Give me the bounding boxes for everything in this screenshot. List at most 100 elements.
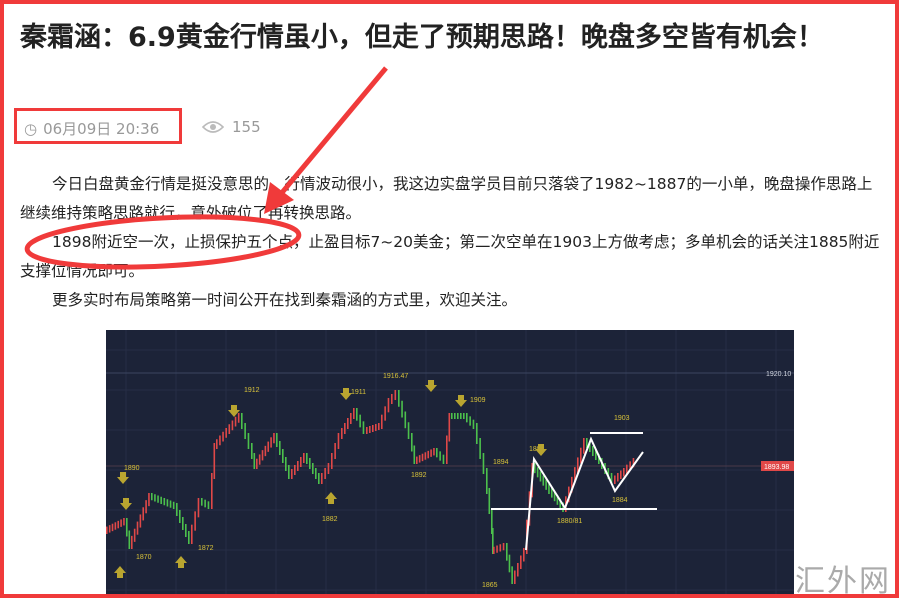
candlestick: [416, 456, 418, 464]
candlestick: [589, 442, 591, 452]
article-title: 秦霜涵：6.9黄金行情虽小，但走了预期思路！晚盘多空皆有机会！: [20, 22, 824, 53]
watermark: 汇外网: [795, 564, 891, 599]
candlestick: [350, 413, 352, 424]
candlestick: [344, 423, 346, 434]
price-label-1894: 1894: [493, 459, 509, 466]
price-label-1903: 1903: [614, 415, 630, 422]
candlestick: [523, 548, 525, 562]
candlestick: [375, 424, 377, 431]
price-label-1909: 1909: [470, 397, 486, 404]
candlestick: [337, 433, 340, 449]
candlestick: [391, 394, 393, 404]
candlestick: [545, 479, 547, 490]
candlestick: [548, 483, 550, 494]
candlestick: [632, 458, 635, 468]
candlestick: [261, 450, 264, 461]
candlestick: [253, 453, 256, 469]
candlestick: [424, 452, 427, 460]
candlestick: [120, 519, 122, 527]
candlestick: [288, 465, 290, 479]
candlestick: [327, 463, 330, 474]
candlestick: [492, 528, 494, 554]
candlestick: [237, 413, 240, 423]
candlestick: [176, 503, 178, 516]
candlestick: [273, 433, 275, 444]
candlestick: [496, 545, 498, 553]
candlestick: [231, 420, 234, 431]
views-text: 155: [232, 118, 261, 136]
candlestick: [172, 501, 175, 509]
up-arrow-marker: [325, 492, 337, 504]
candlestick: [315, 468, 317, 479]
candlestick: [372, 425, 374, 432]
candlestick: [106, 526, 108, 534]
candlestick: [394, 390, 397, 400]
down-arrow-marker: [340, 388, 352, 400]
candlestick: [123, 518, 125, 526]
candlestick: [411, 433, 413, 452]
candlestick: [185, 524, 187, 537]
candlestick: [306, 453, 308, 464]
candlestick: [366, 427, 368, 434]
candlestick: [407, 422, 410, 439]
date-text: 06月09日 20:36: [43, 120, 160, 138]
red-arrow-shaft: [278, 66, 388, 197]
candlestick: [427, 450, 430, 459]
candlestick: [369, 426, 371, 433]
candlestick: [148, 493, 150, 507]
candlestick: [499, 544, 502, 552]
price-label-1865: 1865: [482, 582, 498, 589]
candlestick: [108, 525, 111, 533]
candlestick: [433, 448, 435, 456]
candlestick: [463, 413, 465, 419]
candlestick: [331, 453, 333, 469]
candlestick: [626, 464, 628, 474]
candlestick: [117, 520, 120, 529]
candlestick: [451, 413, 453, 419]
candlestick: [297, 461, 299, 471]
down-arrow-marker: [455, 395, 467, 407]
candlestick: [258, 454, 261, 465]
candlestick: [502, 543, 505, 551]
candlestick: [251, 443, 253, 459]
price-label-1911: 1911: [351, 389, 366, 396]
candlestick: [294, 465, 296, 475]
candlestick: [577, 457, 579, 474]
candlestick: [225, 428, 227, 438]
candlestick: [442, 454, 445, 464]
price-label-1892: 1892: [411, 472, 427, 479]
candlestick: [142, 507, 145, 521]
candlestick: [166, 499, 169, 507]
candlestick: [244, 423, 246, 439]
candlestick: [163, 498, 166, 506]
current-price-tag: [761, 461, 794, 471]
up-arrow-marker: [175, 556, 187, 568]
candlestick: [517, 563, 519, 577]
candlestick: [128, 530, 131, 549]
up-arrow-marker: [114, 566, 126, 578]
candlestick: [139, 514, 142, 528]
candlestick: [542, 475, 545, 486]
candlestick: [614, 475, 616, 484]
candlestick: [356, 408, 358, 421]
current-price-value: 1893.98: [764, 464, 789, 471]
candlestick: [562, 502, 564, 512]
candlestick: [291, 469, 293, 479]
candlestick: [133, 528, 136, 542]
price-line-value: 1920.10: [766, 371, 791, 378]
candlestick: [404, 411, 407, 429]
down-arrow-marker: [535, 444, 547, 456]
candlestick: [439, 451, 441, 461]
candlestick: [629, 461, 631, 471]
down-arrow-marker: [228, 405, 240, 417]
down-arrow-marker: [120, 498, 132, 510]
price-label-1870: 1870: [136, 554, 152, 561]
candlestick: [285, 457, 287, 471]
red-arrow-head: [264, 182, 294, 214]
candlestick: [454, 413, 456, 419]
candlestick: [279, 441, 281, 455]
candlestick: [457, 413, 459, 419]
candlestick: [201, 498, 203, 506]
clock-icon: ◷: [24, 119, 38, 138]
